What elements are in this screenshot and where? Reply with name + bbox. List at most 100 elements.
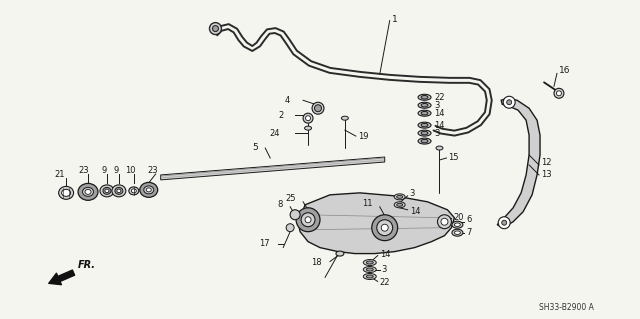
Circle shape xyxy=(438,215,451,229)
Text: 3: 3 xyxy=(381,265,387,274)
Ellipse shape xyxy=(336,251,344,256)
Circle shape xyxy=(507,100,511,105)
Ellipse shape xyxy=(305,126,312,130)
Text: 23: 23 xyxy=(147,167,158,175)
Ellipse shape xyxy=(418,102,431,108)
Circle shape xyxy=(372,215,397,241)
Text: 23: 23 xyxy=(79,167,90,175)
Ellipse shape xyxy=(418,94,431,100)
Text: 4: 4 xyxy=(285,96,290,105)
Ellipse shape xyxy=(364,260,376,265)
Text: 5: 5 xyxy=(253,143,259,152)
Ellipse shape xyxy=(454,231,460,234)
Ellipse shape xyxy=(366,268,373,271)
Ellipse shape xyxy=(100,185,114,197)
Text: 22: 22 xyxy=(380,278,390,287)
Ellipse shape xyxy=(103,187,111,194)
Text: FR.: FR. xyxy=(78,260,96,270)
Ellipse shape xyxy=(312,104,323,112)
Ellipse shape xyxy=(397,195,403,198)
Ellipse shape xyxy=(421,123,428,127)
Text: 9: 9 xyxy=(101,167,107,175)
Ellipse shape xyxy=(85,189,91,194)
Ellipse shape xyxy=(421,131,428,135)
Ellipse shape xyxy=(341,116,348,120)
Ellipse shape xyxy=(115,187,123,194)
Ellipse shape xyxy=(436,146,443,150)
Text: 14: 14 xyxy=(380,250,390,259)
Ellipse shape xyxy=(366,261,373,264)
Ellipse shape xyxy=(394,202,405,208)
Text: 2: 2 xyxy=(278,111,283,120)
Circle shape xyxy=(314,105,321,112)
Ellipse shape xyxy=(366,275,373,278)
Ellipse shape xyxy=(421,111,428,115)
Ellipse shape xyxy=(78,183,98,200)
Circle shape xyxy=(209,23,221,34)
Circle shape xyxy=(303,113,313,123)
Polygon shape xyxy=(161,157,385,180)
Polygon shape xyxy=(497,98,540,228)
Polygon shape xyxy=(298,193,454,254)
Text: SH33-B2900 A: SH33-B2900 A xyxy=(539,303,594,312)
Ellipse shape xyxy=(418,130,431,136)
Ellipse shape xyxy=(421,95,428,99)
Text: 16: 16 xyxy=(559,66,570,75)
Ellipse shape xyxy=(140,182,157,197)
Text: 24: 24 xyxy=(269,129,280,137)
Text: 13: 13 xyxy=(541,170,552,179)
Text: 7: 7 xyxy=(467,228,472,237)
Ellipse shape xyxy=(129,187,139,195)
Circle shape xyxy=(554,88,564,98)
Text: 3: 3 xyxy=(435,101,440,110)
Text: 22: 22 xyxy=(435,93,445,102)
Ellipse shape xyxy=(421,103,428,107)
Circle shape xyxy=(502,220,507,225)
Text: 20: 20 xyxy=(453,213,464,222)
Text: 15: 15 xyxy=(449,152,459,161)
Ellipse shape xyxy=(147,188,151,192)
Ellipse shape xyxy=(421,139,428,143)
Ellipse shape xyxy=(83,187,93,196)
Ellipse shape xyxy=(117,189,121,193)
Text: 14: 14 xyxy=(435,109,445,118)
Ellipse shape xyxy=(397,203,403,206)
Ellipse shape xyxy=(61,189,70,196)
Circle shape xyxy=(441,218,448,225)
Circle shape xyxy=(301,213,315,227)
Text: 21: 21 xyxy=(54,170,65,179)
Ellipse shape xyxy=(131,189,136,193)
Ellipse shape xyxy=(418,122,431,128)
Ellipse shape xyxy=(364,273,376,279)
Text: 14: 14 xyxy=(435,121,445,130)
Circle shape xyxy=(290,210,300,220)
Ellipse shape xyxy=(452,221,463,228)
Text: 19: 19 xyxy=(358,132,369,141)
Circle shape xyxy=(305,116,310,121)
Text: 17: 17 xyxy=(260,239,270,248)
Circle shape xyxy=(296,208,320,232)
Ellipse shape xyxy=(364,267,376,272)
Text: 18: 18 xyxy=(312,258,322,267)
Text: 12: 12 xyxy=(541,159,552,167)
FancyArrowPatch shape xyxy=(49,270,75,285)
Ellipse shape xyxy=(144,186,154,194)
Text: 14: 14 xyxy=(410,207,420,216)
Text: 25: 25 xyxy=(285,194,296,203)
Circle shape xyxy=(377,220,393,236)
Ellipse shape xyxy=(418,110,431,116)
Text: 9: 9 xyxy=(113,167,118,175)
Ellipse shape xyxy=(394,194,405,200)
Text: 11: 11 xyxy=(362,199,372,208)
Circle shape xyxy=(503,96,515,108)
Circle shape xyxy=(312,102,324,114)
Text: 1: 1 xyxy=(392,15,397,24)
Text: 8: 8 xyxy=(278,200,283,209)
Ellipse shape xyxy=(59,186,74,199)
Text: 3: 3 xyxy=(435,129,440,137)
Circle shape xyxy=(381,224,388,231)
Ellipse shape xyxy=(452,229,463,236)
Text: 6: 6 xyxy=(467,215,472,224)
Circle shape xyxy=(286,224,294,232)
Circle shape xyxy=(212,26,218,32)
